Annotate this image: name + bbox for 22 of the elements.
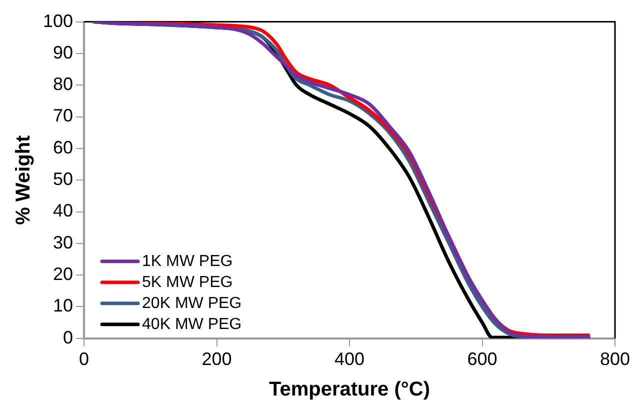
x-tick-label: 600 xyxy=(467,349,498,370)
legend-label: 5K MW PEG xyxy=(142,274,233,291)
y-tick-label: 70 xyxy=(53,106,74,126)
x-tick-label: 0 xyxy=(79,349,90,370)
y-tick-label: 100 xyxy=(42,10,74,31)
x-axis-title: Temperature (°C) xyxy=(269,378,430,401)
legend-label: 40K MW PEG xyxy=(142,316,242,333)
y-tick-label: 10 xyxy=(53,296,74,316)
y-tick-label: 20 xyxy=(53,264,74,284)
x-tick-label: 400 xyxy=(334,349,365,370)
y-tick-label: 90 xyxy=(53,42,74,62)
y-axis-title: % Weight xyxy=(12,134,35,225)
y-tick-label: 0 xyxy=(63,327,74,348)
x-tick-label: 200 xyxy=(202,349,232,370)
y-tick-label: 40 xyxy=(53,200,74,221)
y-tick-label: 60 xyxy=(53,137,74,158)
y-tick-label: 30 xyxy=(53,232,74,252)
y-tick-label: 80 xyxy=(53,74,74,94)
x-tick-label: 800 xyxy=(600,349,630,370)
legend-label: 20K MW PEG xyxy=(142,294,242,312)
legend-label: 1K MW PEG xyxy=(142,252,233,270)
y-tick-label: 50 xyxy=(53,169,74,190)
